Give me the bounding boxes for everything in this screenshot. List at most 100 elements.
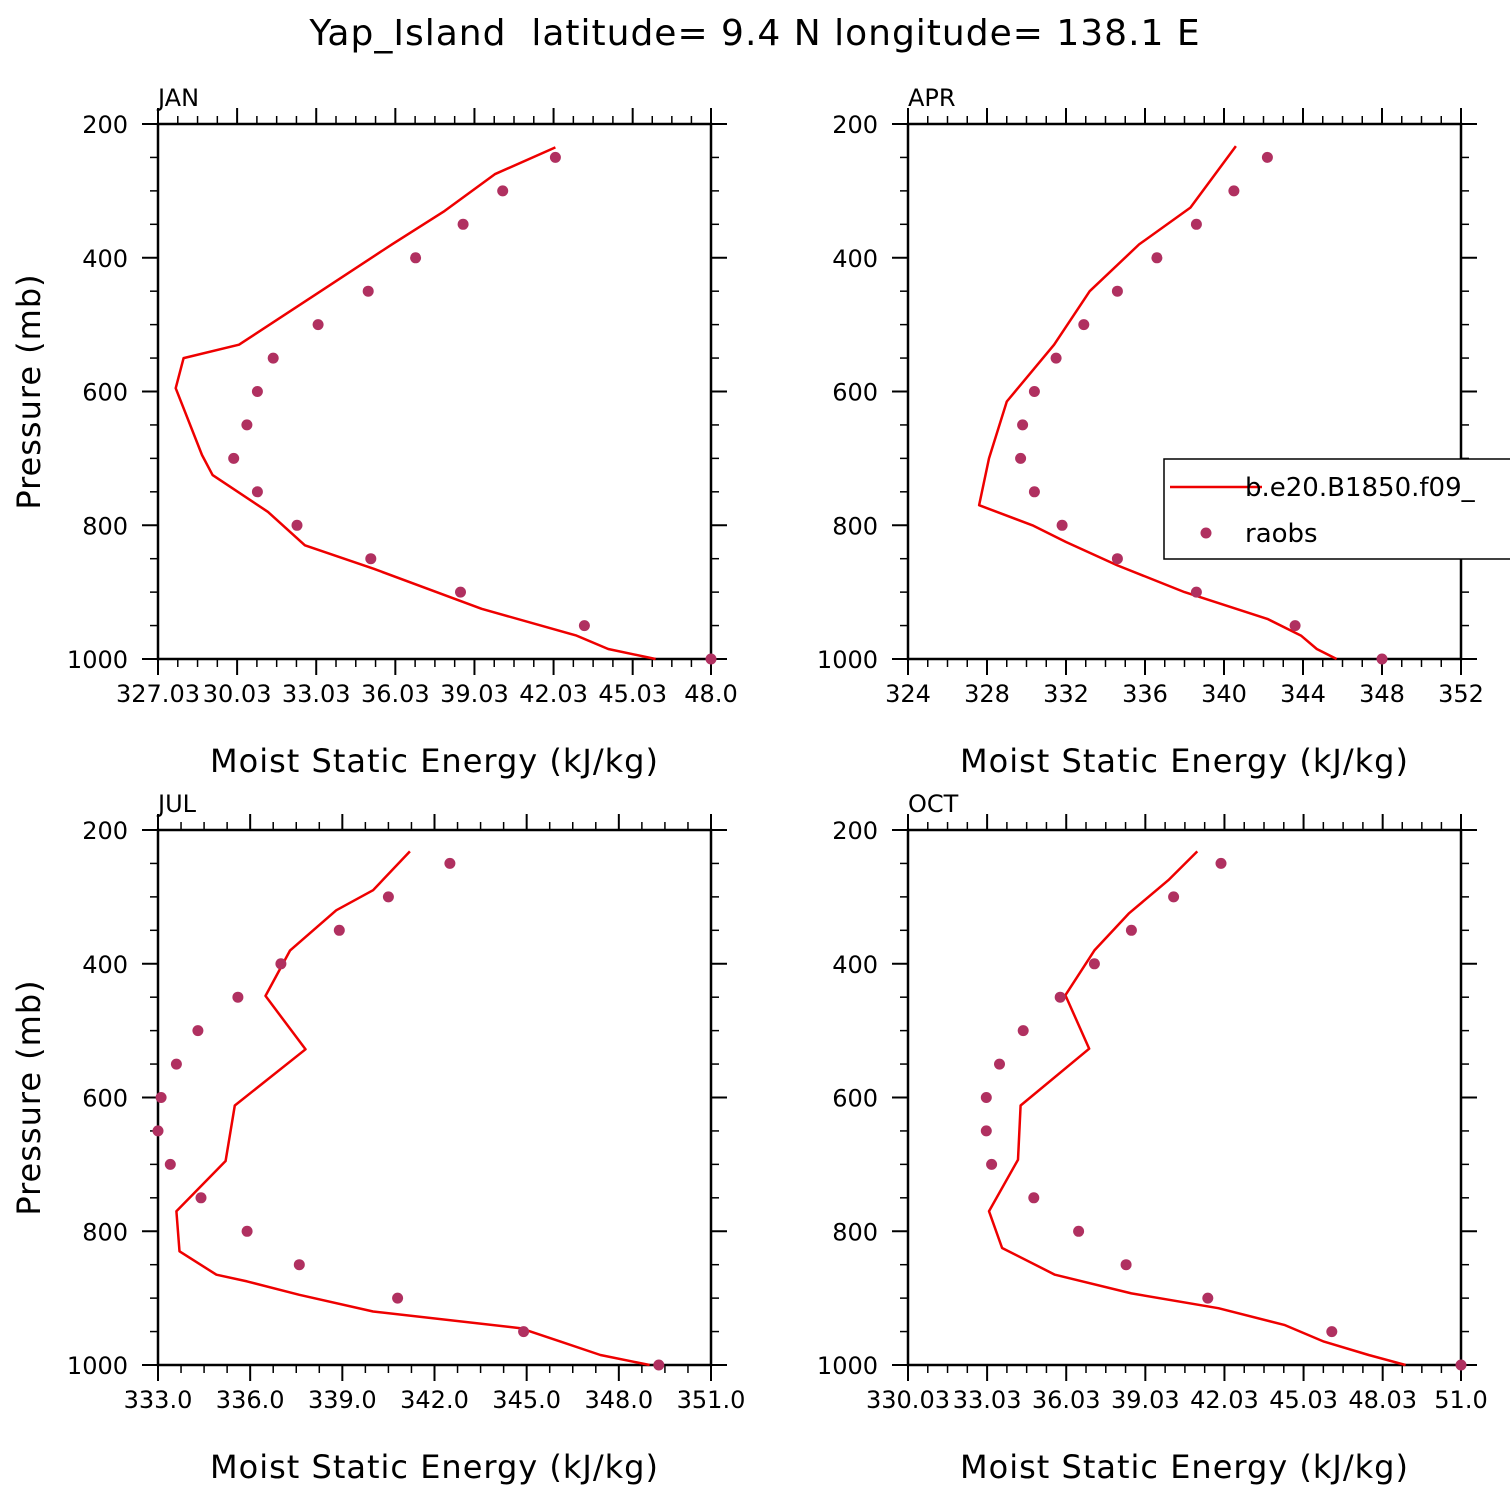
obs-point xyxy=(251,386,263,397)
obs-point xyxy=(251,486,263,498)
x-tick-label: 344 xyxy=(1280,680,1326,708)
obs-point xyxy=(497,185,509,197)
x-tick-label: 45.03 xyxy=(598,680,667,708)
x-tick-label: 332 xyxy=(1043,680,1089,708)
obs-point xyxy=(1202,1292,1214,1304)
x-tick-label: 330.03 xyxy=(866,1386,950,1414)
x-tick-label: 352 xyxy=(1438,680,1484,708)
panel-oct: OCT 330.03 33.03 36.03 39.03 42.03 45.03 48.03… xyxy=(817,790,1488,1486)
obs-point xyxy=(1168,891,1180,903)
data-layer xyxy=(980,850,1467,1371)
obs-point xyxy=(1050,352,1062,364)
ticks xyxy=(892,108,1477,675)
legend-label-obs: raobs xyxy=(1245,519,1318,549)
obs-point xyxy=(1088,958,1100,970)
obs-point xyxy=(1028,1192,1040,1204)
obs-point xyxy=(1056,519,1068,531)
y-tick-label: 200 xyxy=(82,111,128,139)
x-tick-labels: 330.03 33.03 36.03 39.03 42.03 45.03 48.03 51.0 xyxy=(866,1386,1488,1414)
x-tick-label: 333.0 xyxy=(124,1386,193,1414)
obs-point xyxy=(549,151,561,163)
obs-point xyxy=(241,1225,253,1237)
obs-point xyxy=(1073,1225,1085,1237)
y-tick-label: 200 xyxy=(832,817,878,845)
ticks xyxy=(142,108,727,675)
obs-point xyxy=(1120,1259,1132,1271)
x-tick-label: 327.03 xyxy=(116,680,200,708)
panel-jul: JUL 333.0 336.0 339.0 342.0 345.0 348.0 351.0 … xyxy=(10,790,745,1486)
obs-point xyxy=(155,1092,167,1103)
data-layer xyxy=(152,850,665,1371)
data-layer xyxy=(977,145,1388,665)
panel-label: APR xyxy=(908,84,956,112)
y-tick-label: 800 xyxy=(82,512,128,540)
obs-point xyxy=(457,218,469,230)
y-axis-label: Pressure (mb) xyxy=(10,273,48,509)
x-tick-label: 348.0 xyxy=(584,1386,653,1414)
legend-marker-swatch xyxy=(1200,527,1212,539)
x-axis-label: Moist Static Energy (kJ/kg) xyxy=(210,742,659,780)
legend-label-model: b.e20.B1850.f09_ xyxy=(1245,473,1476,503)
ticks xyxy=(892,814,1477,1381)
x-tick-label: 39.03 xyxy=(440,680,509,708)
y-tick-label: 600 xyxy=(82,379,128,407)
x-tick-label: 48.03 xyxy=(1348,1386,1417,1414)
obs-point xyxy=(1455,1359,1467,1371)
obs-point xyxy=(232,991,244,1003)
obs-point xyxy=(362,285,374,297)
obs-point xyxy=(1017,1025,1029,1037)
y-tick-label: 400 xyxy=(82,951,128,979)
obs-point xyxy=(980,1125,992,1137)
y-tick-labels: 200 400 600 800 1000 xyxy=(67,817,128,1380)
plot-frame xyxy=(156,828,713,1367)
plot-frame xyxy=(156,122,713,661)
obs-point xyxy=(1326,1326,1338,1338)
model-series-line xyxy=(175,850,650,1367)
obs-point xyxy=(228,452,240,464)
obs-point xyxy=(1111,285,1123,297)
obs-point xyxy=(170,1058,182,1070)
model-series-line xyxy=(987,850,1406,1367)
y-tick-labels: 200 400 600 800 1000 xyxy=(817,111,878,674)
obs-point xyxy=(1228,185,1240,197)
obs-point xyxy=(705,653,717,665)
y-tick-label: 600 xyxy=(832,1085,878,1113)
y-tick-label: 400 xyxy=(832,245,878,273)
y-tick-label: 1000 xyxy=(67,1352,128,1380)
y-tick-label: 400 xyxy=(832,951,878,979)
y-tick-label: 600 xyxy=(832,379,878,407)
y-tick-label: 400 xyxy=(82,245,128,273)
x-tick-label: 33.03 xyxy=(282,680,351,708)
obs-point xyxy=(275,958,287,970)
y-tick-label: 200 xyxy=(82,817,128,845)
panel-label: OCT xyxy=(908,790,959,818)
x-tick-label: 45.03 xyxy=(1269,1386,1338,1414)
obs-point xyxy=(241,419,253,431)
obs-point xyxy=(195,1192,207,1204)
obs-point xyxy=(192,1025,204,1037)
y-tick-label: 1000 xyxy=(67,646,128,674)
x-tick-labels: 327.03 30.03 33.03 36.03 39.03 42.03 45.03 48.0 xyxy=(116,680,738,708)
x-axis-label: Moist Static Energy (kJ/kg) xyxy=(960,742,1409,780)
y-tick-label: 800 xyxy=(832,1218,878,1246)
legend: b.e20.B1850.f09_ raobs xyxy=(1163,458,1510,560)
panel-jan: JAN 327.03 30.03 33.03 36.03 39.03 42.03 45.03… xyxy=(10,84,738,780)
obs-point xyxy=(578,620,590,632)
obs-point xyxy=(164,1158,176,1170)
x-tick-label: 348 xyxy=(1359,680,1405,708)
x-tick-label: 324 xyxy=(885,680,931,708)
x-tick-label: 351.0 xyxy=(677,1386,746,1414)
obs-point xyxy=(986,1158,998,1170)
obs-point xyxy=(293,1259,305,1271)
obs-point xyxy=(1054,991,1066,1003)
y-tick-label: 600 xyxy=(82,1085,128,1113)
obs-point xyxy=(333,924,345,936)
obs-point xyxy=(392,1292,404,1304)
model-series-line xyxy=(977,145,1338,661)
obs-point xyxy=(1151,252,1163,264)
obs-point xyxy=(1028,386,1040,397)
plot-frame xyxy=(906,122,1463,661)
x-tick-label: 36.03 xyxy=(1032,1386,1101,1414)
obs-point xyxy=(1261,151,1273,163)
